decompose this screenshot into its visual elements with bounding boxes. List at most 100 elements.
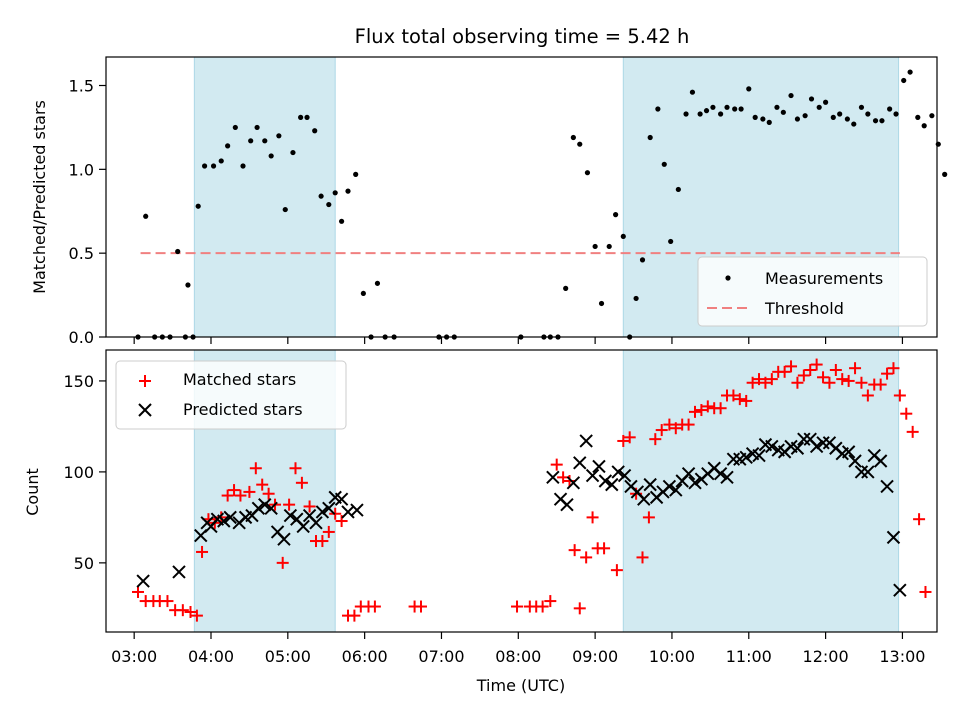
measurement-point — [262, 138, 268, 144]
x-tick-label: 03:00 — [111, 647, 157, 666]
measurement-point — [201, 163, 208, 169]
matched-star-point — [842, 374, 855, 387]
matched-star-point — [221, 489, 234, 502]
measurement-point — [942, 171, 948, 177]
predicted-star-d2 — [223, 510, 237, 525]
measurement-point — [218, 158, 224, 164]
top-y-axis-label: Matched/Predicted stars — [30, 100, 49, 294]
predicted-star-point — [765, 439, 779, 454]
predicted-star-point — [573, 456, 587, 470]
bottom-legend: Matched stars Predicted stars — [115, 360, 347, 430]
measurement-point — [290, 149, 296, 156]
matched-star-point — [765, 373, 778, 386]
measurement-point — [703, 108, 710, 114]
matched-star-point — [243, 485, 256, 498]
predicted-star-d2 — [560, 497, 574, 512]
matched-star-point — [573, 602, 586, 615]
measurement-point — [732, 106, 738, 112]
predicted-star-point — [579, 434, 593, 448]
matched-star-point — [348, 609, 361, 622]
matched-star-point — [887, 362, 900, 375]
predicted-star-d2 — [350, 503, 364, 517]
predicted-star-point — [598, 474, 613, 488]
measurement-point — [606, 243, 612, 250]
matched-star-point — [617, 434, 630, 447]
measurement-point — [232, 124, 238, 131]
y-tick-label: 50 — [74, 554, 94, 573]
top-panel: 0.0 0.5 1.0 1.5 Matched/Predicted stars Mea… — [30, 56, 948, 347]
matched-star-point — [804, 364, 817, 377]
matched-star-point — [791, 376, 804, 389]
predicted-star-d2 — [681, 467, 696, 481]
measurement-point — [802, 113, 808, 119]
bottom-y-ticks: 50 100 150 — [63, 372, 106, 573]
predicted-star-d2 — [797, 432, 811, 446]
measurement-point — [655, 106, 661, 112]
predicted-star-d2 — [258, 497, 272, 512]
predicted-star-d2 — [605, 477, 619, 492]
predicted-star-d2 — [816, 436, 830, 450]
measurement-point — [844, 116, 850, 122]
predicted-star-d2 — [630, 485, 645, 499]
measurement-point — [887, 106, 893, 112]
matched-star-point — [669, 422, 682, 435]
matched-star-point — [184, 605, 197, 618]
matched-star-point — [701, 400, 714, 413]
measurement-point — [240, 163, 246, 169]
measurement-point — [858, 104, 865, 110]
measurement-point — [647, 134, 653, 141]
predicted-star-point — [592, 459, 606, 474]
matched-star-point — [316, 535, 329, 548]
matched-star-point — [550, 458, 563, 471]
x-tick-label: 13:00 — [879, 647, 925, 666]
measurement-point — [318, 193, 324, 199]
measurement-point — [794, 116, 801, 122]
measurement-point — [298, 114, 304, 120]
predicted-star-d2 — [739, 450, 753, 465]
matched-star-point — [176, 604, 189, 617]
x-tick-label: 04:00 — [188, 647, 234, 666]
matched-star-point — [855, 376, 868, 389]
x-tick-label: 06:00 — [342, 647, 388, 666]
measurement-point — [851, 121, 857, 127]
predicted-star-d2 — [546, 470, 560, 485]
predicted-star-point — [251, 501, 266, 515]
y-tick-label: 0.5 — [69, 244, 94, 263]
measurement-point — [338, 218, 345, 224]
matched-star-point — [906, 425, 919, 438]
measurement-point — [254, 124, 260, 131]
predicted-star-d2 — [264, 501, 278, 515]
predicted-star-point — [841, 445, 856, 459]
measurement-point — [752, 114, 758, 120]
legend-label-matched: Matched stars — [183, 370, 296, 389]
predicted-star-point — [854, 465, 869, 479]
matched-star-point — [544, 595, 557, 608]
predicted-star-point — [217, 514, 231, 528]
x-tick-label: 10:00 — [649, 647, 695, 666]
predicted-star-point — [893, 583, 907, 597]
predicted-star-d2 — [585, 468, 600, 483]
matched-star-point — [623, 431, 636, 444]
predicted-star-point — [752, 448, 766, 463]
matched-star-point — [228, 484, 241, 497]
predicted-star-point — [637, 492, 651, 506]
legend-label-predicted: Predicted stars — [183, 400, 303, 419]
predicted-star-point — [611, 465, 625, 479]
x-tick-label: 05:00 — [265, 647, 311, 666]
top-legend-box — [697, 256, 928, 327]
predicted-star-point — [790, 441, 805, 455]
predicted-star-d2 — [669, 483, 683, 497]
matched-star-point — [196, 545, 209, 558]
predicted-star-d2 — [296, 519, 310, 534]
predicted-star-d2 — [720, 470, 734, 485]
measurement-point — [668, 238, 674, 245]
predicted-star-point — [315, 505, 330, 519]
predicted-star-d2 — [315, 505, 330, 519]
matched-star-point — [536, 600, 549, 613]
bottom-x-axis-label: Time (UTC) — [476, 676, 565, 695]
bottom-axes-frame — [105, 349, 938, 633]
predicted-star-point — [617, 468, 632, 483]
predicted-star-d2 — [854, 465, 869, 479]
shaded-region — [622, 349, 900, 633]
top-y-ticks: 0.0 0.5 1.0 1.5 — [69, 77, 106, 347]
